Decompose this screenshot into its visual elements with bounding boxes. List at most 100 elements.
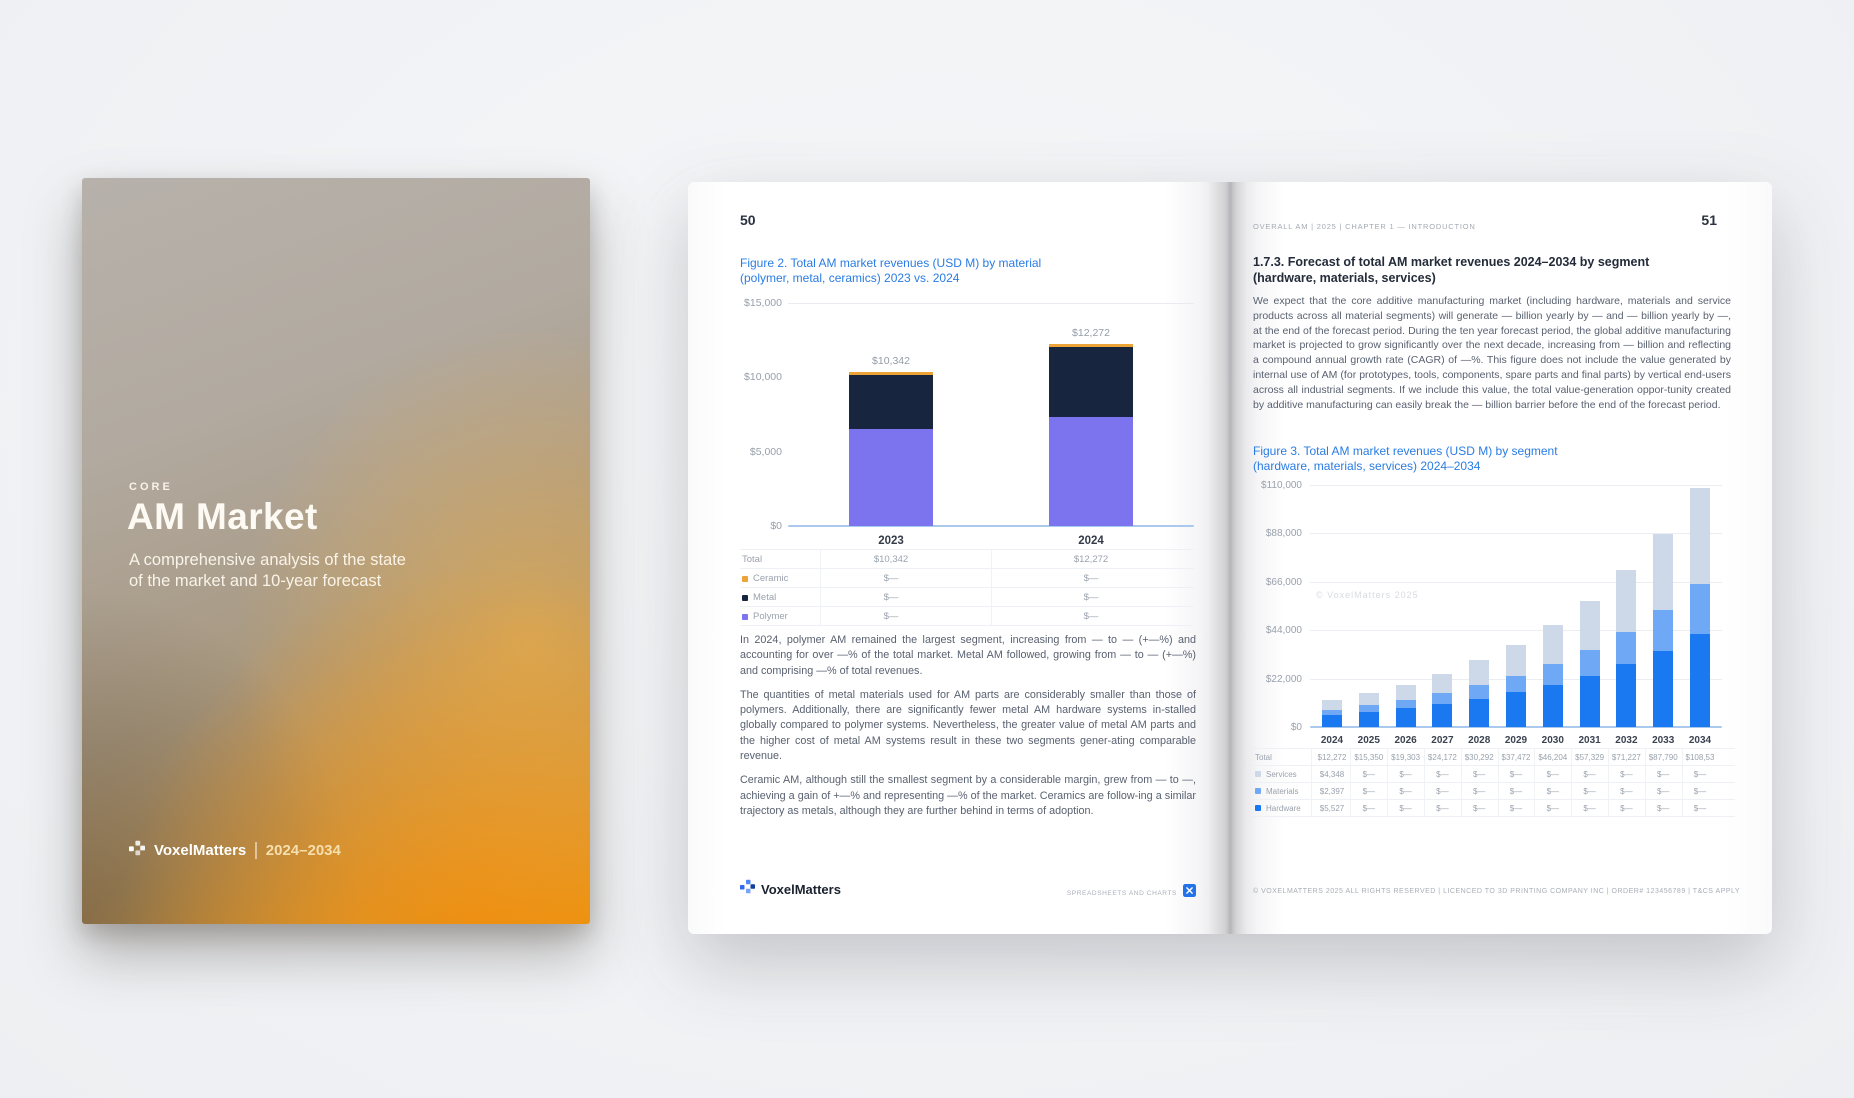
voxelmatters-logo-icon [740, 879, 755, 899]
cell-value: $— [1472, 786, 1486, 796]
row-label: Total [1255, 753, 1272, 762]
bar-segment-hardware [1506, 692, 1526, 727]
x-axis-category-label: 2032 [1615, 735, 1638, 746]
cell-value: $71,227 [1611, 752, 1641, 762]
edition-years: 2024–2034 [265, 842, 341, 859]
y-axis-tick-label: $110,000 [1261, 480, 1302, 491]
bar-segment-hardware [1542, 684, 1563, 727]
paragraph: The quantities of metal materials used f… [740, 688, 1196, 763]
table-row: Materials $2,397 $— $— $— $— $— $— $— $— $— $— [1253, 782, 1735, 799]
cover-footer: VoxelMatters 2024–2034 [129, 840, 341, 861]
bar-segment-materials [1579, 649, 1600, 676]
x-axis-category-label: 2027 [1431, 735, 1454, 746]
cell-value: $46,204 [1538, 752, 1568, 762]
cell-value: $5,527 [1319, 803, 1345, 813]
row-label: Ceramic [742, 573, 788, 584]
bar-segment-polymer [1049, 416, 1133, 526]
legend-swatch [1255, 771, 1261, 777]
row-label-text: Metal [753, 592, 777, 603]
bar-segment-polymer [849, 429, 933, 526]
cell-value: $— [1693, 803, 1707, 813]
bar-segment-hardware [1432, 704, 1453, 727]
cell-value: $— [1362, 803, 1376, 813]
page-50: 50 Figure 2. Total AM market revenues (U… [688, 182, 1230, 934]
cover-subtitle-line1: A comprehensive analysis of the state [129, 551, 406, 569]
x-axis-line [1310, 726, 1722, 728]
bar-segment-hardware [1358, 712, 1379, 727]
cell-value: $— [1656, 769, 1670, 779]
legend-swatch [1255, 788, 1261, 794]
cell-value: $— [1546, 803, 1560, 813]
cell-value: $— [1436, 769, 1449, 779]
cell-value: $— [1620, 769, 1633, 779]
cell-value: $— [1362, 786, 1376, 796]
cell-value: $— [1083, 592, 1099, 603]
paragraph: Ceramic AM, although still the smallest … [740, 774, 1196, 817]
cell-value: $24,172 [1427, 752, 1457, 762]
body-paragraph: We expect that the core additive manufac… [1253, 295, 1731, 411]
y-axis-tick-label: $10,000 [744, 371, 782, 384]
bar-segment-services [1579, 600, 1600, 650]
figure2-caption-line2: (polymer, metal, ceramics) 2023 vs. 2024 [740, 271, 960, 285]
cell-value: $— [1436, 803, 1449, 813]
x-axis-category-label: 2030 [1541, 735, 1564, 746]
x-axis-category-label: 2033 [1652, 735, 1675, 746]
cell-value: $37,472 [1501, 752, 1531, 762]
y-axis-tick-label: $0 [1290, 722, 1302, 733]
cell-value: $— [1583, 786, 1596, 796]
bar-segment-metal [1049, 347, 1133, 417]
paragraph: In 2024, polymer AM remained the largest… [740, 634, 1196, 677]
y-axis-tick-label: $0 [770, 520, 782, 532]
bar-segment-services [1690, 488, 1710, 584]
legend-swatch [1255, 805, 1261, 811]
bar-segment-services [1653, 533, 1674, 611]
cell-value: $— [1399, 786, 1412, 796]
figure3-caption-line2: (hardware, materials, services) 2024–203… [1253, 459, 1481, 473]
row-label-text: Total [1255, 752, 1272, 762]
bar-segment-hardware [1469, 698, 1490, 727]
bar-segment-hardware [1579, 675, 1600, 727]
bar-segment-materials [1506, 675, 1526, 693]
cover-subtitle: A comprehensive analysis of the state of … [129, 550, 406, 592]
cell-value: $15,350 [1354, 752, 1384, 762]
cell-value: $— [1546, 786, 1560, 796]
cell-value: $— [1693, 769, 1707, 779]
bar-total-label: $10,342 [872, 355, 910, 368]
bar-segment-services [1616, 570, 1637, 632]
cell-value: $— [1620, 803, 1633, 813]
y-axis-tick-label: $88,000 [1265, 528, 1302, 540]
bar-segment-materials [1322, 709, 1342, 715]
bar-segment-services [1322, 700, 1342, 710]
bar-segment-ceramic [1049, 343, 1133, 348]
cell-value: $— [1509, 786, 1523, 796]
cell-value: $— [1083, 573, 1099, 584]
legend-swatch [742, 575, 748, 582]
table-row: Services $4,348 $— $— $— $— $— $— $— $— $— $— [1253, 765, 1735, 782]
brand-name: VoxelMatters [154, 842, 247, 859]
page-number: 50 [740, 212, 756, 228]
gridline [1310, 581, 1722, 583]
x-axis-category-label: 2028 [1468, 735, 1491, 746]
bar-segment-hardware [1322, 714, 1342, 727]
legend-swatch [742, 613, 748, 620]
bar-segment-services [1506, 644, 1526, 676]
table-row: Polymer $— $— [740, 606, 1194, 626]
page-number: 51 [1701, 212, 1717, 228]
row-label-text: Services [1266, 769, 1297, 779]
cell-value: $— [1362, 769, 1376, 779]
bar-segment-services [1469, 660, 1490, 686]
bar-segment-hardware [1395, 708, 1416, 727]
cell-value: $— [1509, 803, 1523, 813]
bar-segment-materials [1469, 685, 1490, 699]
cell-value: $— [1509, 769, 1523, 779]
gridline [1310, 533, 1722, 535]
table-row: Metal $— $— [740, 587, 1194, 606]
bar-segment-hardware [1616, 664, 1637, 727]
page-51: OVERALL AM | 2025 | CHAPTER 1 — INTRODUC… [1230, 182, 1772, 934]
cell-value: $— [1472, 769, 1486, 779]
legend-swatch [742, 594, 748, 601]
bar-segment-services [1432, 673, 1453, 694]
spreadsheet-icon [1183, 884, 1196, 902]
row-label-text: Hardware [1266, 803, 1301, 813]
x-axis-line [788, 525, 1194, 527]
